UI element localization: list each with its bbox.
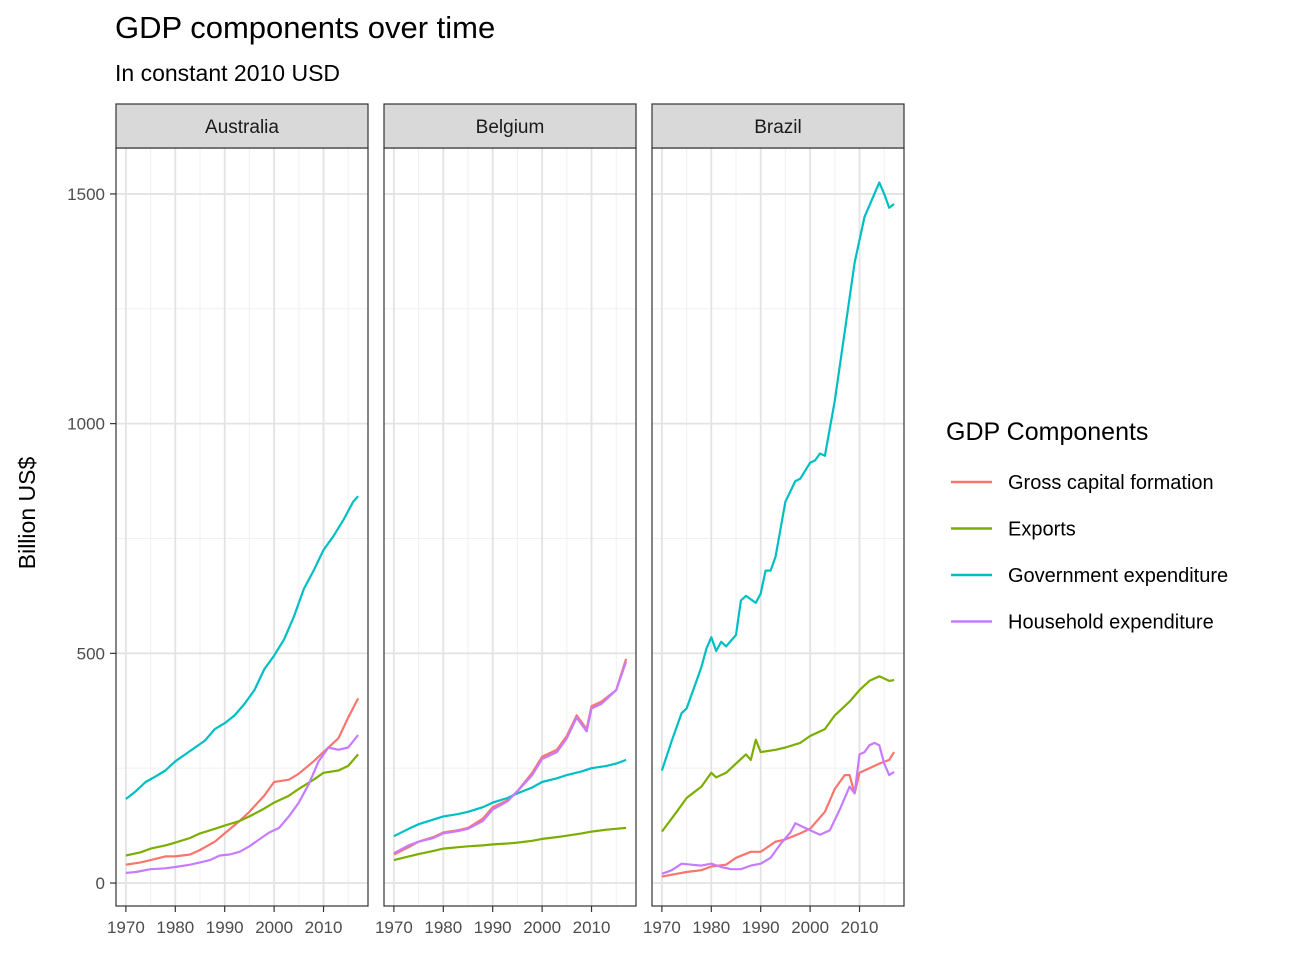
legend-item-household-expenditure: Household expenditure xyxy=(951,612,1214,634)
facet-label-australia: Australia xyxy=(205,117,279,138)
y-tick-label: 500 xyxy=(77,644,105,663)
legend-item-gross-capital-formation: Gross capital formation xyxy=(951,472,1214,494)
facet-label-belgium: Belgium xyxy=(476,117,545,138)
y-tick-label: 1500 xyxy=(67,185,105,204)
legend-label-gross-capital-formation: Gross capital formation xyxy=(1008,472,1214,494)
x-tick-label: 1990 xyxy=(206,918,244,937)
panel-background xyxy=(384,148,636,906)
x-tick-label: 2000 xyxy=(255,918,293,937)
chart-panels: Australia 1970 1980 1990 2000 2010 0 500 1000 150… xyxy=(67,103,905,937)
x-tick-label: 2000 xyxy=(523,918,561,937)
chart-title: GDP components over time xyxy=(115,10,496,45)
series-line-exports xyxy=(393,826,627,862)
facet-strip-australia xyxy=(115,103,369,149)
series-line-government-expenditure xyxy=(660,181,895,771)
legend-label-government-expenditure: Government expenditure xyxy=(1008,565,1228,587)
facet-strip-brazil xyxy=(651,103,905,149)
x-tick-label: 2010 xyxy=(841,918,879,937)
x-tick-label: 1980 xyxy=(156,918,194,937)
series-line-gross-capital-formation xyxy=(125,697,360,866)
panel-background xyxy=(116,148,368,906)
x-tick-label: 1980 xyxy=(692,918,730,937)
panel-belgium: Belgium 1970 1980 1990 2000 2010 xyxy=(375,103,637,937)
series-line-household-expenditure xyxy=(125,734,359,874)
legend-title: GDP Components xyxy=(946,418,1148,446)
y-tick-label: 1000 xyxy=(67,415,105,434)
x-tick-label: 1990 xyxy=(474,918,512,937)
facet-label-brazil: Brazil xyxy=(754,117,802,138)
legend-label-household-expenditure: Household expenditure xyxy=(1008,612,1214,634)
legend-item-exports: Exports xyxy=(951,519,1076,541)
chart-subtitle: In constant 2010 USD xyxy=(115,60,341,86)
legend-item-government-expenditure: Government expenditure xyxy=(951,565,1228,587)
x-tick-label: 2000 xyxy=(791,918,829,937)
series-line-gross-capital-formation xyxy=(661,751,896,878)
x-tick-label: 1970 xyxy=(107,918,145,937)
y-tick-label: 0 xyxy=(96,874,105,893)
series-line-exports xyxy=(661,675,895,833)
legend-label-exports: Exports xyxy=(1008,519,1076,541)
x-tick-label: 2010 xyxy=(573,918,611,937)
x-tick-label: 1970 xyxy=(643,918,681,937)
x-tick-label: 1980 xyxy=(424,918,462,937)
series-line-household-expenditure xyxy=(393,661,628,855)
x-tick-label: 1990 xyxy=(742,918,780,937)
panel-brazil: Brazil 1970 1980 1990 2000 2010 xyxy=(643,103,905,937)
panel-background xyxy=(652,148,904,906)
x-tick-label: 2010 xyxy=(305,918,343,937)
series-line-exports xyxy=(125,753,359,857)
panel-australia: Australia 1970 1980 1990 2000 2010 0 500 1000 150… xyxy=(67,103,369,937)
facet-strip-belgium xyxy=(383,103,637,149)
series-line-government-expenditure xyxy=(125,495,359,800)
legend: GDP Components Gross capital formation Ex… xyxy=(946,418,1228,634)
y-axis-title: Billion US$ xyxy=(14,457,40,570)
x-tick-label: 1970 xyxy=(375,918,413,937)
series-line-household-expenditure xyxy=(661,741,895,875)
